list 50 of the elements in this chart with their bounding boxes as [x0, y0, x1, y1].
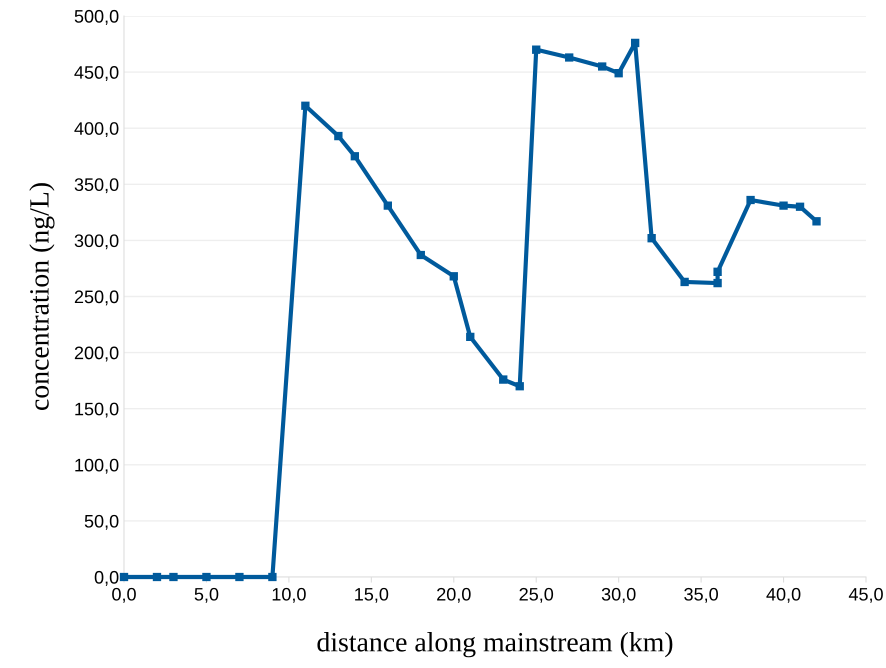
y-tick-label: 450,0 [74, 66, 118, 81]
point [416, 250, 425, 260]
y-tick-label: 300,0 [74, 234, 118, 250]
x-tick-label: 25,0 [520, 588, 554, 603]
point [680, 278, 689, 286]
y-tick-label: 0,0 [94, 570, 118, 586]
y-tick-label: 50,0 [84, 514, 118, 530]
y-tick-label: 350,0 [74, 178, 118, 194]
point [450, 272, 458, 280]
x-tick-label: 30,0 [602, 588, 636, 603]
point [565, 53, 574, 62]
point [350, 152, 360, 160]
point [532, 45, 540, 54]
point [647, 234, 656, 242]
point [779, 201, 788, 210]
point [301, 102, 310, 110]
y-tick-label: 150,0 [75, 402, 118, 418]
point [235, 572, 244, 582]
x-tick-label: 45,0 [848, 588, 883, 603]
y-tick-label: 400,0 [74, 122, 118, 138]
point [614, 69, 623, 78]
point [466, 332, 474, 342]
point [812, 217, 821, 226]
point [169, 572, 178, 582]
point [334, 132, 343, 140]
point [516, 382, 524, 390]
x-tick-label: 35,0 [684, 588, 718, 603]
x-tick-label: 15,0 [355, 588, 388, 603]
point [630, 38, 640, 48]
point [598, 62, 606, 71]
point [796, 202, 804, 211]
y-tick-label: 200,0 [74, 346, 118, 362]
x-tick-label: 40,0 [766, 588, 800, 603]
x-axis-title: distance along mainstream (km) [317, 632, 672, 658]
point [152, 572, 162, 582]
y-axis-title: concentration (ng/L) [29, 183, 55, 410]
point [202, 572, 211, 582]
point [268, 572, 277, 582]
x-tick-label: 5,0 [194, 588, 218, 603]
x-tick-label: 10,0 [272, 588, 306, 603]
point [713, 278, 722, 288]
x-tick-label: 20,0 [437, 588, 471, 603]
y-tick-label: 250,0 [74, 290, 118, 306]
x-tick-label: 0,0 [112, 588, 136, 603]
y-tick-label: 100,0 [75, 458, 118, 474]
y-tick-label: 500,0 [74, 10, 118, 25]
point [499, 375, 508, 384]
point [384, 201, 392, 210]
point [746, 196, 755, 204]
point [713, 268, 722, 276]
